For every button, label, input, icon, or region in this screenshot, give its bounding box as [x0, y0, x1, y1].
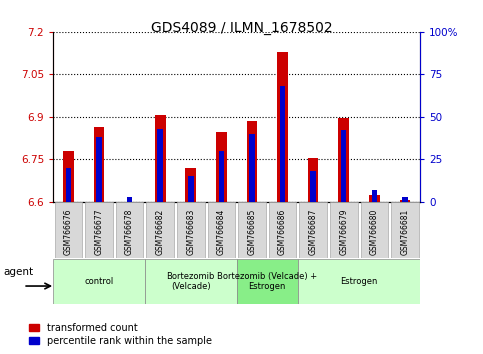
Bar — [369, 195, 380, 202]
Text: GSM766683: GSM766683 — [186, 209, 195, 255]
FancyBboxPatch shape — [298, 259, 420, 303]
Text: GSM766686: GSM766686 — [278, 209, 287, 255]
FancyBboxPatch shape — [360, 202, 388, 258]
Text: GSM766684: GSM766684 — [217, 209, 226, 255]
FancyBboxPatch shape — [85, 202, 113, 258]
Bar — [247, 121, 257, 202]
Bar — [216, 132, 227, 202]
Bar — [277, 52, 288, 202]
FancyBboxPatch shape — [145, 259, 237, 303]
Bar — [66, 168, 71, 202]
Bar — [127, 197, 132, 202]
Bar — [249, 134, 255, 202]
FancyBboxPatch shape — [208, 202, 235, 258]
Bar — [311, 171, 316, 202]
FancyBboxPatch shape — [237, 259, 298, 303]
Bar — [280, 86, 285, 202]
Bar — [308, 158, 318, 202]
Text: Estrogen: Estrogen — [341, 277, 378, 286]
Bar — [157, 129, 163, 202]
Bar — [371, 190, 377, 202]
Text: GSM766679: GSM766679 — [339, 209, 348, 255]
Bar — [339, 118, 349, 202]
Text: agent: agent — [3, 267, 33, 277]
FancyBboxPatch shape — [146, 202, 174, 258]
FancyBboxPatch shape — [55, 202, 82, 258]
FancyBboxPatch shape — [116, 202, 143, 258]
Text: GSM766681: GSM766681 — [400, 209, 410, 255]
Bar — [96, 137, 102, 202]
FancyBboxPatch shape — [391, 202, 419, 258]
Bar — [94, 127, 104, 202]
FancyBboxPatch shape — [269, 202, 297, 258]
Bar — [341, 130, 346, 202]
FancyBboxPatch shape — [53, 259, 145, 303]
Text: Bortezomib
(Velcade): Bortezomib (Velcade) — [167, 272, 215, 291]
Bar — [399, 200, 410, 202]
Text: GSM766682: GSM766682 — [156, 209, 165, 255]
Text: GSM766677: GSM766677 — [95, 209, 103, 255]
Text: control: control — [85, 277, 114, 286]
Text: Bortezomib (Velcade) +
Estrogen: Bortezomib (Velcade) + Estrogen — [217, 272, 317, 291]
Text: GSM766678: GSM766678 — [125, 209, 134, 255]
Text: GSM766676: GSM766676 — [64, 209, 73, 255]
Bar — [402, 197, 408, 202]
FancyBboxPatch shape — [177, 202, 205, 258]
FancyBboxPatch shape — [330, 202, 357, 258]
FancyBboxPatch shape — [238, 202, 266, 258]
Bar — [219, 151, 224, 202]
Bar — [185, 168, 196, 202]
Bar — [63, 151, 74, 202]
Legend: transformed count, percentile rank within the sample: transformed count, percentile rank withi… — [29, 323, 212, 346]
Text: GSM766687: GSM766687 — [309, 209, 318, 255]
Bar — [188, 176, 194, 202]
Text: GSM766680: GSM766680 — [370, 209, 379, 255]
Text: GSM766685: GSM766685 — [247, 209, 256, 255]
Bar — [155, 115, 166, 202]
FancyBboxPatch shape — [299, 202, 327, 258]
Text: GDS4089 / ILMN_1678502: GDS4089 / ILMN_1678502 — [151, 21, 332, 35]
